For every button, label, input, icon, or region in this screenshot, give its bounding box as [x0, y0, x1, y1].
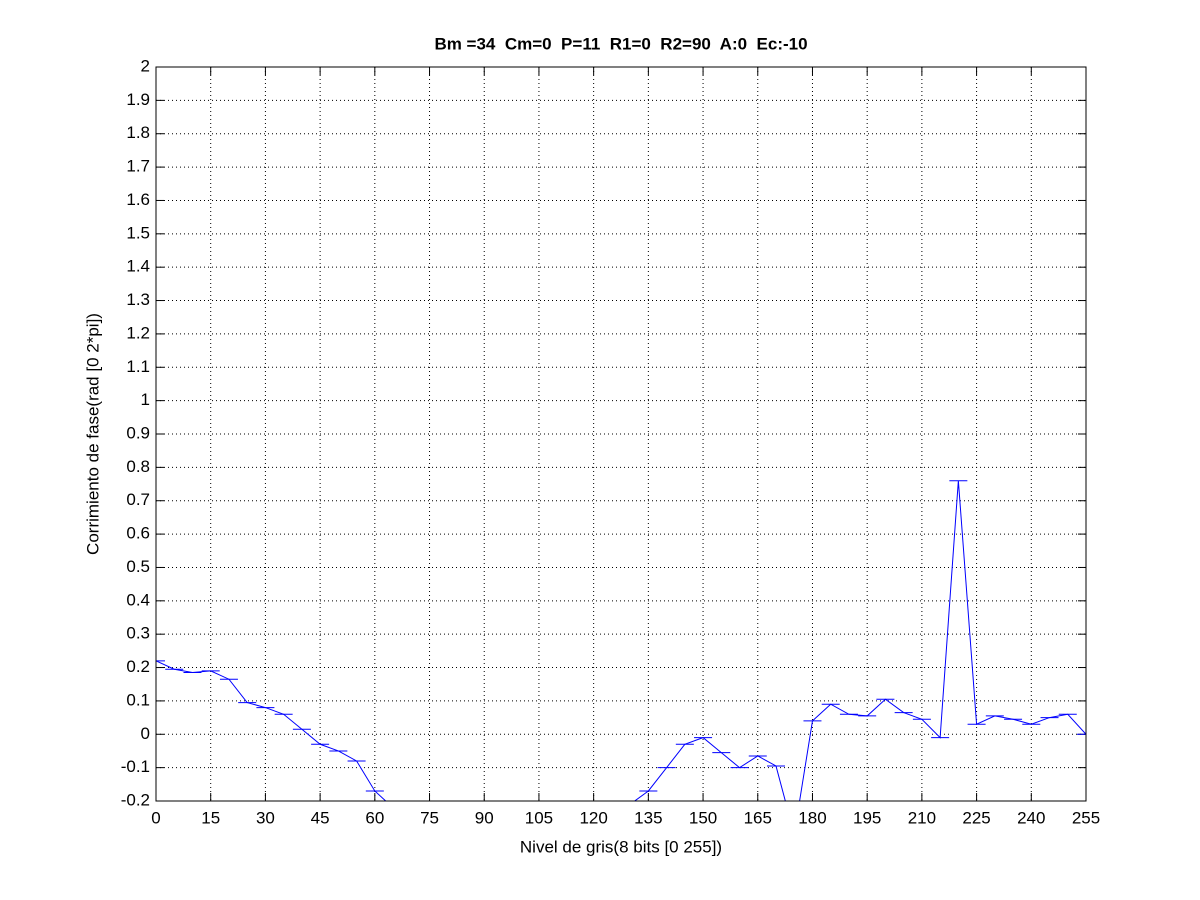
- grid: [155, 66, 1087, 802]
- x-tick-label: 255: [1072, 808, 1100, 827]
- x-tick-label: 165: [744, 808, 772, 827]
- y-tick-label: 0.6: [126, 524, 150, 543]
- y-tick-label: 1.5: [126, 223, 150, 242]
- y-tick-label: 2: [141, 56, 150, 75]
- x-tick-label: 180: [798, 808, 826, 827]
- y-tick-label: 1: [141, 390, 150, 409]
- x-tick-label: 225: [962, 808, 990, 827]
- chart-title: Bm =34 Cm=0 P=11 R1=0 R2=90 A:0 Ec:-10: [434, 34, 807, 53]
- x-tick-label: 75: [420, 808, 439, 827]
- y-tick-label: -0.1: [121, 757, 150, 776]
- y-tick-label: 0.1: [126, 690, 150, 709]
- y-tick-label: 1.8: [126, 123, 150, 142]
- y-axis-label: Corrimiento de fase(rad [0 2*pi]): [83, 313, 102, 555]
- x-tick-label: 45: [311, 808, 330, 827]
- x-tick-label: 60: [365, 808, 384, 827]
- y-tick-label: 1.9: [126, 90, 150, 109]
- axes-box: [155, 66, 1087, 802]
- y-tick-label: 1.6: [126, 190, 150, 209]
- y-tick-label: 0.2: [126, 657, 150, 676]
- x-tick-label: 120: [579, 808, 607, 827]
- y-tick-label: 0.3: [126, 624, 150, 643]
- y-tick-label: 0.5: [126, 557, 150, 576]
- x-tick-label: 150: [689, 808, 717, 827]
- y-tick-label: 1.2: [126, 323, 150, 342]
- x-tick-label: 195: [853, 808, 881, 827]
- y-tick-label: 1.4: [126, 257, 150, 276]
- x-tick-label: 240: [1017, 808, 1045, 827]
- x-tick-label: 0: [151, 808, 160, 827]
- x-tick-label: 135: [634, 808, 662, 827]
- y-tick-label: 0.4: [126, 590, 150, 609]
- y-tick-label: 1.1: [126, 357, 150, 376]
- y-tick-label: 0.8: [126, 457, 150, 476]
- x-tick-label: 105: [525, 808, 553, 827]
- x-tick-label: 30: [256, 808, 275, 827]
- x-tick-label: 15: [201, 808, 220, 827]
- y-tick-label: 0: [141, 724, 150, 743]
- y-tick-label: 1.3: [126, 290, 150, 309]
- x-axis-label: Nivel de gris(8 bits [0 255]): [520, 837, 722, 856]
- y-tick-label: 0.9: [126, 423, 150, 442]
- x-tick-label: 90: [475, 808, 494, 827]
- x-tick-label: 210: [908, 808, 936, 827]
- y-tick-label: -0.2: [121, 790, 150, 809]
- y-tick-label: 0.7: [126, 490, 150, 509]
- plot-area: [156, 480, 1086, 801]
- y-tick-label: 1.7: [126, 157, 150, 176]
